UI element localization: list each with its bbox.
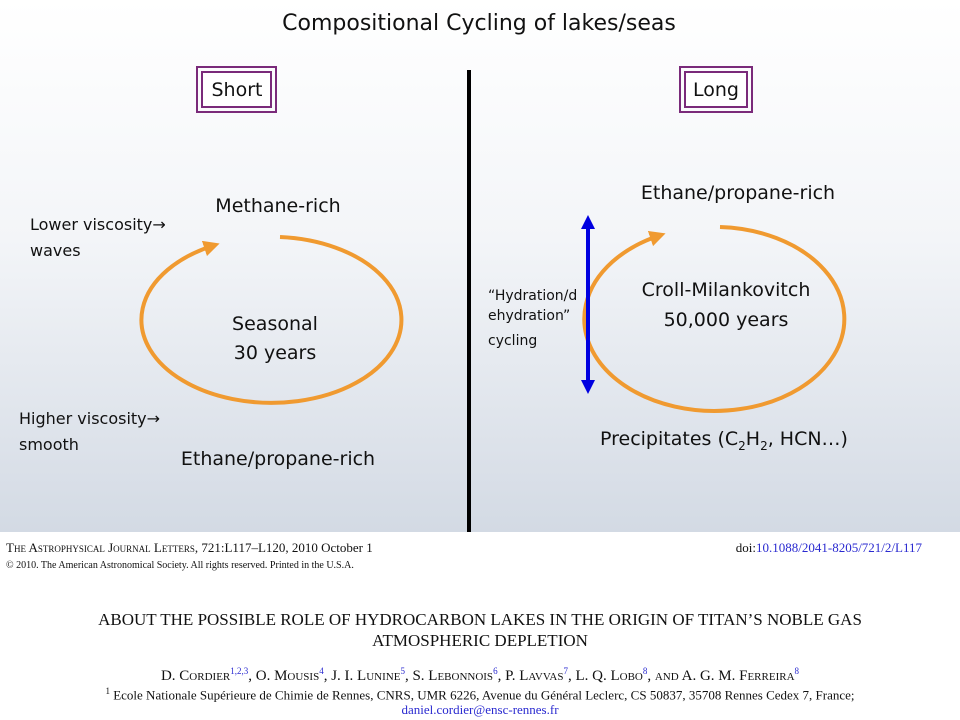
author-name: , J. I. Lunine <box>323 668 401 684</box>
paper-title: ATMOSPHERIC DEPLETION <box>372 631 588 650</box>
copyright: © 2010. The American Astronomical Societ… <box>6 560 354 571</box>
label: Long <box>693 79 739 101</box>
author-name: , O. Mousis <box>248 668 320 684</box>
note: smooth <box>19 435 79 454</box>
text: H <box>746 428 760 450</box>
email[interactable]: daniel.cordier@ensc-rennes.fr <box>401 702 559 717</box>
subscript: 2 <box>738 439 746 453</box>
cycle-bottom: Ethane/propane-rich <box>181 448 375 470</box>
background <box>0 0 960 532</box>
author-sup: 7 <box>563 666 568 676</box>
doi-label: doi: <box>735 540 756 555</box>
slide-title: Compositional Cycling of lakes/seas <box>282 11 676 36</box>
author-sup: 8 <box>794 666 800 676</box>
author-sup: 8 <box>642 666 648 676</box>
citation: , 721:L117–L120, 2010 October 1 <box>194 540 373 555</box>
author-name: , S. Lebonnois <box>404 668 494 684</box>
paper-clip: The Astrophysical Journal Letters, 721:L… <box>0 532 960 720</box>
cycle-center: Seasonal <box>232 313 318 335</box>
author-name: D. Cordier <box>160 668 231 684</box>
cycle-top: Methane-rich <box>215 195 340 217</box>
author-name: , and A. G. M. Ferreira <box>647 668 795 684</box>
subscript: 2 <box>760 439 768 453</box>
note: Higher viscosity→ <box>19 409 160 428</box>
text: Precipitates (C <box>600 428 738 450</box>
authors: D. Cordier1,2,3, O. Mousis4, J. I. Lunin… <box>0 666 960 685</box>
label: Short <box>212 79 263 101</box>
paper-title: ABOUT THE POSSIBLE ROLE OF HYDROCARBON L… <box>98 610 862 629</box>
journal-line: The Astrophysical Journal Letters, 721:L… <box>6 540 373 556</box>
label-box-inner <box>684 71 748 108</box>
side-note: cycling <box>488 333 537 349</box>
affiliation: 1 Ecole Nationale Supérieure de Chimie d… <box>0 686 960 703</box>
doi[interactable]: 10.1088/2041-8205/721/2/L117 <box>756 540 922 555</box>
author-sup: 6 <box>493 666 498 676</box>
label-box <box>196 66 277 113</box>
author-name: , L. Q. Lobo <box>567 668 643 684</box>
label-box <box>679 66 753 113</box>
cycle-arrow <box>139 235 404 405</box>
label-box-inner <box>201 71 272 108</box>
author-sup: 5 <box>400 666 405 676</box>
author-sup: 1,2,3 <box>230 666 249 676</box>
author-sup: 4 <box>319 666 324 676</box>
cycle-top: Ethane/propane-rich <box>641 182 835 204</box>
cycle-center: 50,000 years <box>664 309 789 331</box>
affiliation-sup: 1 <box>105 686 110 696</box>
side-note: “Hydration/d <box>488 288 577 304</box>
cycle-center: 30 years <box>234 342 317 364</box>
author-name: , P. Lavvas <box>497 668 564 684</box>
side-note: ehydration” <box>488 308 570 324</box>
affiliation-text: Ecole Nationale Supérieure de Chimie de … <box>113 687 855 703</box>
note: waves <box>30 241 81 260</box>
cycle-bottom: Precipitates (C2H2, HCN…) <box>600 428 848 453</box>
journal: The Astrophysical Journal Letters <box>6 540 195 555</box>
note: Lower viscosity→ <box>30 215 166 234</box>
cycle-center: Croll-Milankovitch <box>642 279 811 301</box>
doi-line: doi:10.1088/2041-8205/721/2/L117 <box>736 540 922 556</box>
text: , HCN…) <box>768 428 848 450</box>
slide: Compositional Cycling of lakes/seas Shor… <box>0 0 960 532</box>
